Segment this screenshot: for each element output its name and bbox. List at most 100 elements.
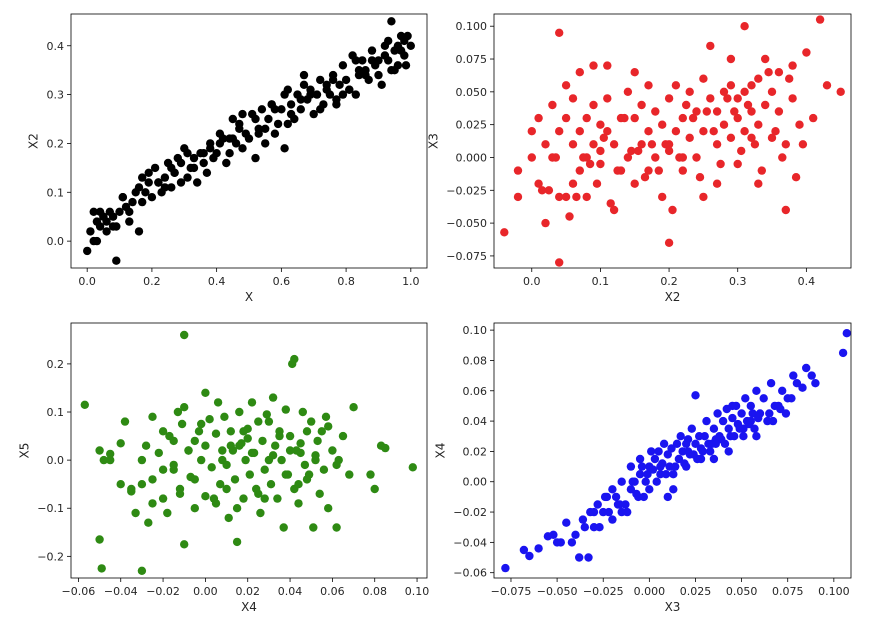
data-point — [572, 192, 581, 202]
data-point — [637, 462, 647, 471]
data-point — [728, 413, 737, 423]
data-point — [148, 475, 157, 484]
data-point — [316, 105, 325, 114]
data-point — [251, 153, 260, 163]
data-point — [254, 489, 263, 498]
data-point — [280, 144, 289, 153]
data-point — [222, 460, 231, 470]
y-tick-label: 0.2 — [47, 137, 65, 150]
data-point — [592, 179, 602, 188]
data-point — [759, 394, 768, 403]
x3-vs-x4-panel: −0.075 −0.050 −0.025 0.000 0.025 0.050 0.075 0.… — [433, 322, 852, 614]
data-point — [228, 114, 237, 124]
data-point — [268, 451, 278, 460]
data-point — [589, 140, 598, 149]
data-point — [647, 140, 657, 149]
data-point — [254, 417, 263, 426]
data-point — [596, 146, 605, 156]
data-point — [144, 168, 153, 177]
data-point — [324, 504, 333, 513]
data-point — [698, 447, 707, 456]
data-point — [630, 68, 639, 77]
data-point — [613, 166, 622, 175]
data-point — [682, 100, 691, 110]
data-point — [699, 74, 708, 83]
data-point — [571, 530, 580, 539]
data-point — [207, 463, 216, 472]
axes-frame — [70, 13, 428, 269]
data-point — [754, 413, 763, 423]
data-point — [226, 427, 235, 436]
data-point — [160, 173, 170, 182]
data-point — [534, 113, 543, 123]
data-point — [615, 500, 624, 509]
data-point — [740, 87, 749, 97]
data-point — [324, 422, 333, 431]
data-point — [596, 120, 605, 129]
x-axis-label: X — [245, 290, 253, 304]
data-point — [275, 431, 284, 441]
axes-frame — [493, 13, 852, 269]
x-tick-label: 0.2 — [660, 275, 678, 288]
data-point — [215, 139, 225, 148]
data-point — [599, 133, 608, 142]
data-point — [644, 81, 653, 90]
data-point — [724, 447, 733, 456]
data-point — [281, 470, 290, 479]
data-point — [534, 544, 543, 553]
data-point — [634, 146, 643, 156]
data-point — [608, 485, 617, 494]
y-tick-label: 0.3 — [47, 89, 65, 102]
data-point — [575, 68, 584, 77]
data-point — [781, 140, 790, 149]
data-point — [663, 450, 672, 459]
data-point — [644, 166, 653, 175]
y-tick-label: −0.06 — [453, 567, 487, 580]
x-axis-label: X4 — [241, 600, 257, 614]
data-point — [792, 379, 802, 388]
data-point — [202, 168, 212, 177]
data-point — [632, 489, 641, 499]
data-point — [788, 94, 797, 103]
data-point — [95, 446, 104, 455]
data-point — [306, 90, 315, 99]
data-point — [294, 499, 303, 508]
data-point — [294, 480, 303, 489]
x-tick-label: 0.08 — [362, 585, 387, 598]
data-point — [712, 140, 722, 149]
x-tick-label: 1.0 — [402, 275, 420, 288]
data-point — [798, 383, 807, 392]
data-point — [199, 149, 208, 158]
data-point — [802, 363, 811, 373]
data-point — [296, 448, 305, 458]
data-point — [137, 566, 147, 575]
data-point — [322, 80, 331, 90]
data-point — [565, 212, 574, 221]
data-point — [609, 140, 619, 149]
data-point — [80, 400, 90, 409]
data-point — [575, 127, 584, 136]
data-point — [309, 523, 318, 532]
data-point — [774, 68, 784, 77]
data-point — [802, 48, 811, 57]
data-point — [190, 436, 199, 446]
data-point — [562, 518, 571, 527]
data-point — [626, 485, 636, 494]
data-point — [706, 41, 715, 51]
data-point — [661, 470, 671, 479]
data-point — [525, 551, 534, 561]
data-point — [746, 416, 755, 426]
data-point — [555, 127, 564, 136]
data-point — [95, 535, 104, 544]
data-point — [235, 441, 244, 450]
data-point — [630, 113, 639, 123]
data-point — [719, 120, 729, 129]
data-point — [118, 193, 128, 202]
data-point — [767, 87, 777, 97]
data-point — [222, 158, 231, 168]
y-tick-label: 0.100 — [456, 20, 488, 33]
data-point — [747, 133, 756, 142]
data-point — [788, 61, 797, 70]
data-point — [220, 412, 229, 421]
x-vs-x2-panel: 0.0 0.2 0.4 0.6 0.8 1.0 0.0 0.1 0.2 0.3 0.4 X X2 — [27, 13, 428, 304]
